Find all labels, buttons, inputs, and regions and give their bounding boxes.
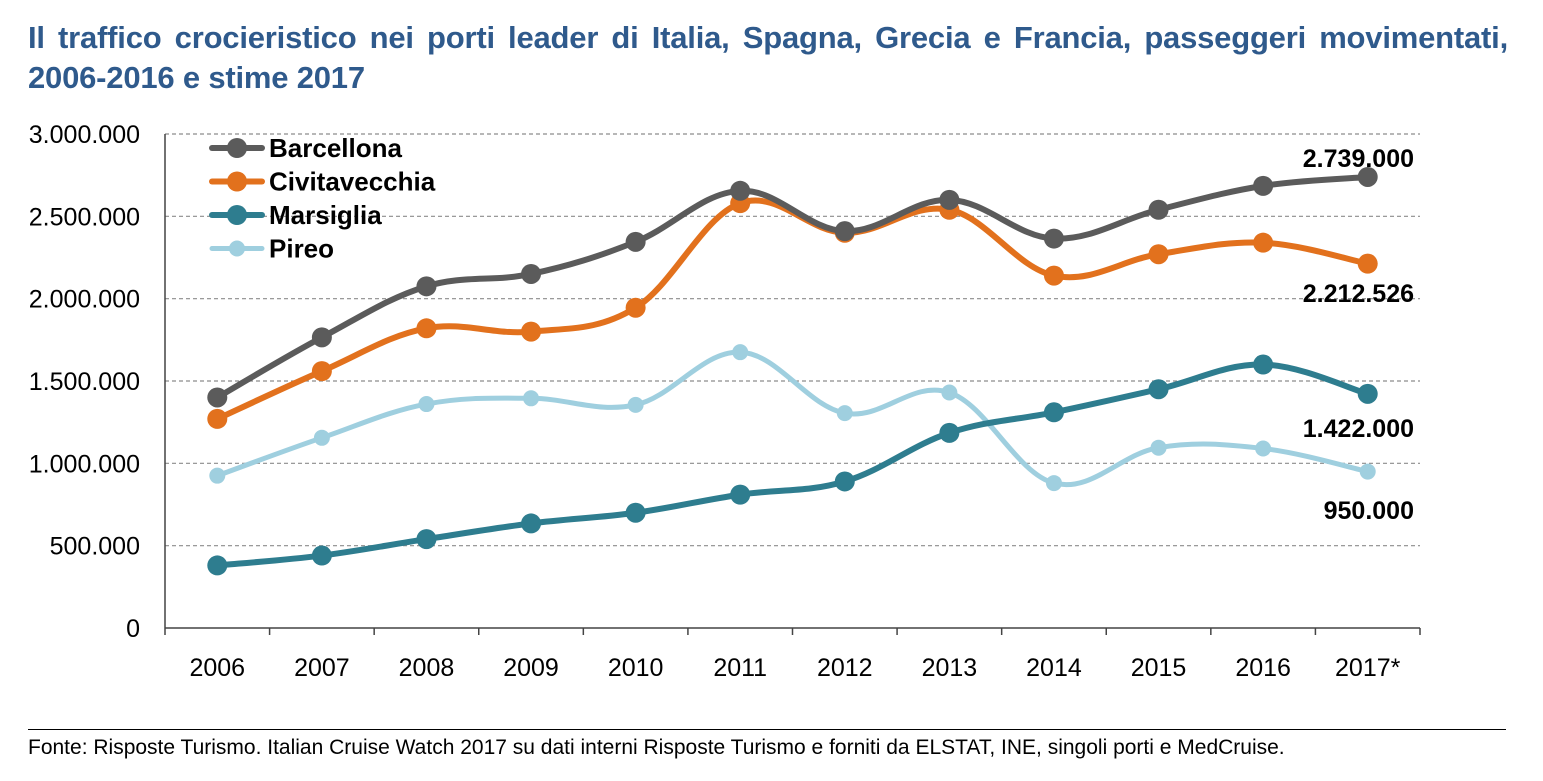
data-point-pireo (627, 396, 644, 413)
data-point-pireo (313, 429, 330, 446)
end-value-label: 2.739.000 (1303, 145, 1414, 173)
end-value-label: 1.422.000 (1303, 415, 1414, 443)
x-tick-label: 2015 (1131, 654, 1187, 682)
x-tick-label: 2013 (922, 654, 978, 682)
legend-swatch-marker (227, 171, 247, 192)
data-point-civitavecchia (1043, 265, 1064, 286)
series-line-barcellona (214, 173, 1371, 401)
series-line-marsiglia (214, 361, 1371, 569)
y-tick-label: 0 (126, 615, 140, 643)
data-point-barcellona (1253, 175, 1274, 196)
data-point-barcellona (521, 263, 542, 284)
x-tick-label: 2007 (294, 654, 350, 682)
data-point-civitavecchia (311, 361, 332, 382)
x-tick-label: 2016 (1235, 654, 1291, 682)
data-point-barcellona (1043, 228, 1064, 249)
x-tick-label: 2009 (503, 654, 559, 682)
legend-swatch-marker (229, 240, 245, 257)
end-value-label: 950.000 (1324, 497, 1414, 525)
chart-title: Il traffico crocieristico nei porti lead… (28, 20, 1508, 95)
data-point-pireo (941, 384, 958, 401)
data-point-marsiglia (416, 529, 437, 550)
axes: 0 500.000 1.000.000 1.500.000 2.000.000 2.500… (29, 121, 1421, 682)
data-point-pireo (1045, 475, 1062, 492)
y-tick-label: 500.000 (50, 533, 140, 561)
data-point-pireo (1150, 439, 1167, 456)
data-point-pireo (836, 405, 853, 422)
x-tick-label: 2011 (713, 654, 767, 682)
legend-swatch-marker (227, 205, 247, 225)
source-note: Fonte: Risposte Turismo. Italian Cruise … (28, 736, 1285, 759)
data-point-civitavecchia (207, 408, 228, 429)
legend-swatch-marker (227, 138, 247, 158)
data-point-marsiglia (1253, 354, 1274, 375)
x-tick-label: 2012 (817, 654, 873, 682)
data-point-barcellona (416, 276, 437, 297)
data-point-marsiglia (1148, 379, 1169, 400)
x-tick-label: 2017* (1335, 654, 1401, 682)
data-point-pireo (732, 344, 749, 361)
data-point-barcellona (939, 189, 960, 210)
data-point-marsiglia (625, 502, 646, 523)
data-point-barcellona (730, 180, 751, 201)
y-tick-label: 2.500.000 (29, 203, 140, 231)
data-point-pireo (523, 390, 540, 407)
x-tick-label: 2006 (189, 654, 245, 682)
data-point-civitavecchia (625, 297, 646, 318)
data-point-barcellona (207, 387, 228, 408)
series-line-civitavecchia (214, 197, 1371, 422)
data-point-barcellona (1357, 166, 1378, 187)
x-tick-label: 2014 (1026, 654, 1082, 682)
data-point-civitavecchia (1253, 232, 1274, 253)
data-point-marsiglia (1357, 383, 1378, 404)
data-point-civitavecchia (1357, 253, 1378, 274)
data-point-marsiglia (311, 545, 332, 566)
data-point-civitavecchia (1148, 244, 1169, 265)
data-point-barcellona (834, 221, 855, 242)
data-point-pireo (209, 467, 226, 484)
data-point-civitavecchia (416, 318, 437, 339)
data-point-pireo (418, 396, 435, 413)
legend-label: Marsiglia (269, 200, 382, 230)
series-lines (207, 166, 1378, 576)
end-value-label: 2.212.526 (1303, 280, 1414, 308)
legend-label: Civitavecchia (269, 167, 436, 197)
data-point-marsiglia (1043, 402, 1064, 423)
data-point-marsiglia (521, 513, 542, 534)
data-labels: 2.739.000 2.212.526 1.422.000 950.000 (1303, 145, 1414, 525)
data-point-pireo (1255, 440, 1272, 457)
data-point-marsiglia (730, 484, 751, 505)
data-point-civitavecchia (521, 321, 542, 342)
data-point-marsiglia (834, 471, 855, 492)
series-line-pireo (214, 349, 1371, 488)
data-point-pireo (1359, 463, 1376, 480)
x-tick-label: 2008 (399, 654, 455, 682)
gridlines (165, 133, 1420, 547)
data-point-marsiglia (939, 422, 960, 443)
legend-label: Barcellona (269, 133, 402, 163)
legend-label: Pireo (269, 234, 334, 264)
footer-rule (28, 729, 1506, 730)
data-point-barcellona (311, 327, 332, 348)
y-tick-label: 3.000.000 (29, 121, 140, 149)
data-point-marsiglia (207, 555, 228, 576)
data-point-barcellona (625, 231, 646, 252)
data-point-barcellona (1148, 199, 1169, 220)
y-tick-label: 1.500.000 (29, 368, 140, 396)
y-tick-label: 2.000.000 (29, 286, 140, 314)
y-tick-label: 1.000.000 (29, 450, 140, 478)
x-tick-label: 2010 (608, 654, 664, 682)
